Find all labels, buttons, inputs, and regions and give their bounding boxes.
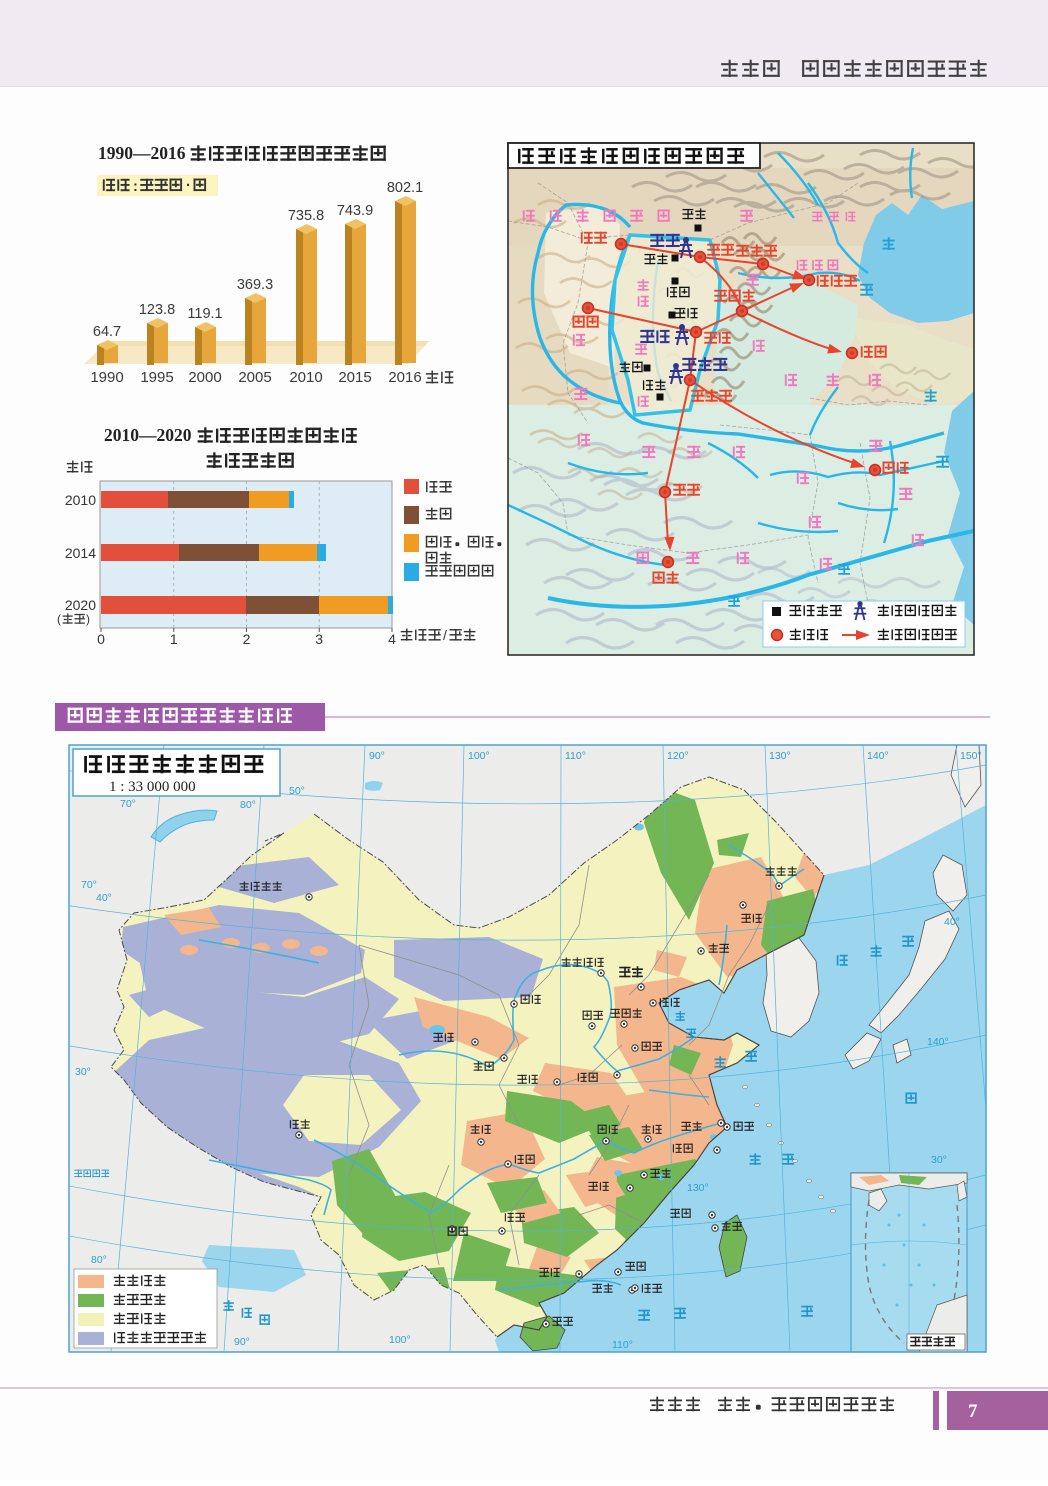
svg-text:802.1: 802.1 <box>387 180 423 196</box>
svg-text:130°: 130° <box>769 750 791 762</box>
svg-text:2005: 2005 <box>238 369 271 386</box>
svg-text:90°: 90° <box>369 750 385 762</box>
svg-text:120°: 120° <box>667 750 689 762</box>
svg-text:·: · <box>186 178 191 194</box>
svg-text:119.1: 119.1 <box>187 306 222 322</box>
svg-text:90°: 90° <box>234 1336 250 1348</box>
svg-text:1995: 1995 <box>140 369 173 386</box>
svg-text:100°: 100° <box>389 1334 411 1346</box>
svg-text:3: 3 <box>315 631 323 647</box>
svg-text:80°: 80° <box>91 1254 107 1266</box>
svg-text:): ) <box>86 612 90 626</box>
svg-text:2015: 2015 <box>338 369 371 386</box>
svg-text:1990: 1990 <box>90 369 123 386</box>
svg-text:80°: 80° <box>240 799 256 811</box>
svg-text:0: 0 <box>97 631 105 647</box>
svg-text:/: / <box>443 627 447 643</box>
svg-text:2020: 2020 <box>65 597 96 613</box>
svg-text:2014: 2014 <box>65 545 96 561</box>
svg-text:2010: 2010 <box>289 369 322 386</box>
svg-text:140°: 140° <box>927 1036 949 1048</box>
svg-text:140°: 140° <box>867 750 889 762</box>
svg-text:150°: 150° <box>960 750 982 762</box>
svg-text:30°: 30° <box>931 1154 947 1166</box>
svg-text:2010—2020: 2010—2020 <box>104 425 192 445</box>
svg-text:50°: 50° <box>289 785 305 797</box>
svg-text:110°: 110° <box>565 750 586 762</box>
svg-text:130°: 130° <box>687 1182 709 1194</box>
svg-text:70°: 70° <box>81 879 97 891</box>
svg-text:70°: 70° <box>120 798 136 810</box>
svg-text:7: 7 <box>968 1401 978 1422</box>
svg-text:64.7: 64.7 <box>93 324 121 340</box>
svg-text:743.9: 743.9 <box>337 203 373 219</box>
svg-text::: : <box>133 179 138 195</box>
svg-text:(: ( <box>57 612 61 626</box>
svg-text:1: 1 <box>170 631 178 647</box>
svg-text:2000: 2000 <box>188 369 221 386</box>
svg-text:40°: 40° <box>96 892 112 904</box>
svg-text:735.8: 735.8 <box>288 208 324 224</box>
svg-text:1990—2016: 1990—2016 <box>98 143 186 163</box>
svg-text:2016: 2016 <box>388 369 421 386</box>
svg-text:2: 2 <box>243 631 251 647</box>
svg-text:2010: 2010 <box>65 492 96 508</box>
svg-text:110°: 110° <box>612 1339 633 1351</box>
svg-text:4: 4 <box>388 631 396 647</box>
svg-text:100°: 100° <box>468 750 490 762</box>
svg-text:123.8: 123.8 <box>139 302 175 318</box>
svg-text:369.3: 369.3 <box>237 277 273 293</box>
svg-text:1 : 33 000 000: 1 : 33 000 000 <box>109 779 196 795</box>
svg-text:30°: 30° <box>75 1066 91 1078</box>
svg-text:40°: 40° <box>944 916 960 928</box>
